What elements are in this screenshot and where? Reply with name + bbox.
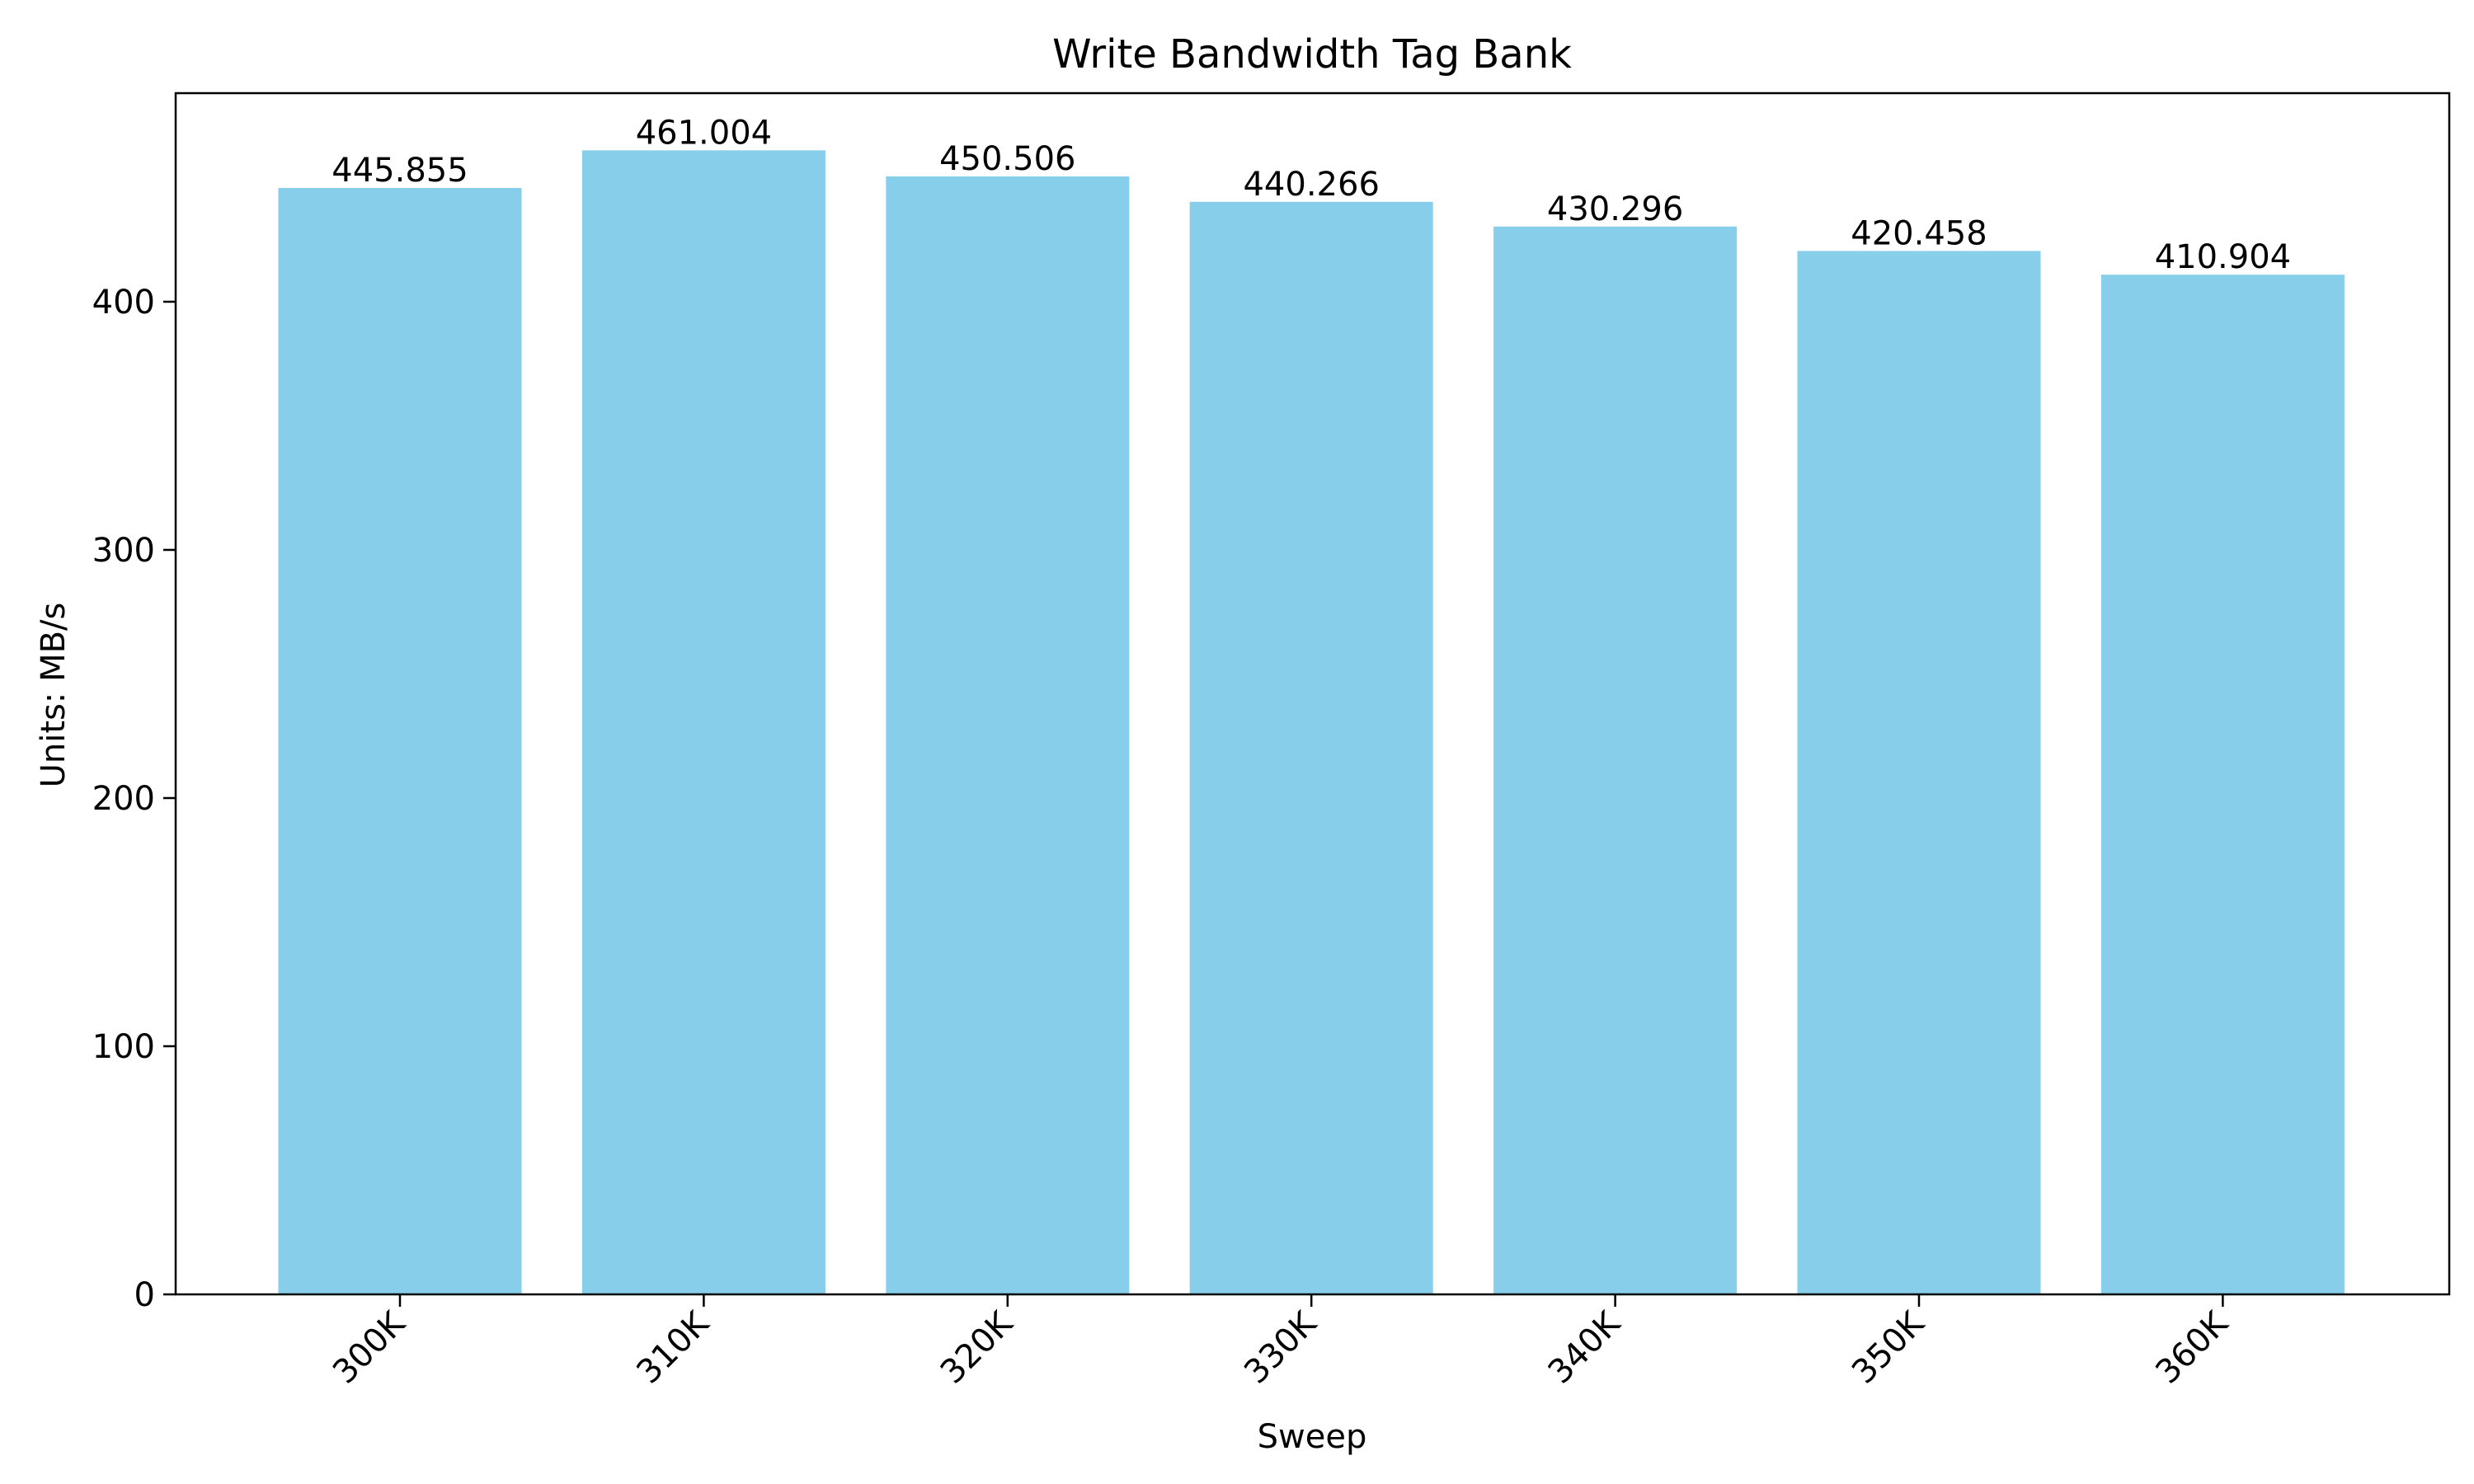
bar (1797, 251, 2041, 1294)
y-tick-label: 0 (134, 1276, 155, 1314)
chart-title: Write Bandwidth Tag Bank (1052, 31, 1572, 77)
bar (581, 150, 825, 1295)
bar-value-label: 410.904 (2155, 238, 2291, 276)
y-tick-label: 300 (92, 532, 155, 570)
bar-value-label: 440.266 (1243, 166, 1379, 204)
bar (2100, 275, 2345, 1294)
bar-value-label: 450.506 (939, 140, 1075, 178)
bar-value-label: 445.855 (332, 152, 468, 190)
value-labels-layer: 445.855 461.004 450.506 440.266 430.296 420.4… (332, 114, 2291, 276)
bar (1493, 226, 1738, 1295)
y-axis-label: Units: MB/s (35, 603, 73, 788)
bar-value-label: 461.004 (636, 114, 772, 152)
x-axis-label: Sweep (1258, 1418, 1367, 1456)
bar (886, 176, 1130, 1294)
bar-value-label: 420.458 (1851, 214, 1987, 252)
y-tick-label: 100 (92, 1028, 155, 1066)
bar (278, 187, 522, 1295)
bar-value-label: 430.296 (1547, 190, 1683, 228)
bar (1189, 201, 1433, 1295)
y-axis: 0 100 200 300 400 (92, 284, 176, 1314)
y-tick-label: 200 (92, 780, 155, 818)
plot-frame (174, 92, 2451, 1296)
y-tick-label: 400 (92, 284, 155, 322)
bars-layer (278, 150, 2345, 1295)
